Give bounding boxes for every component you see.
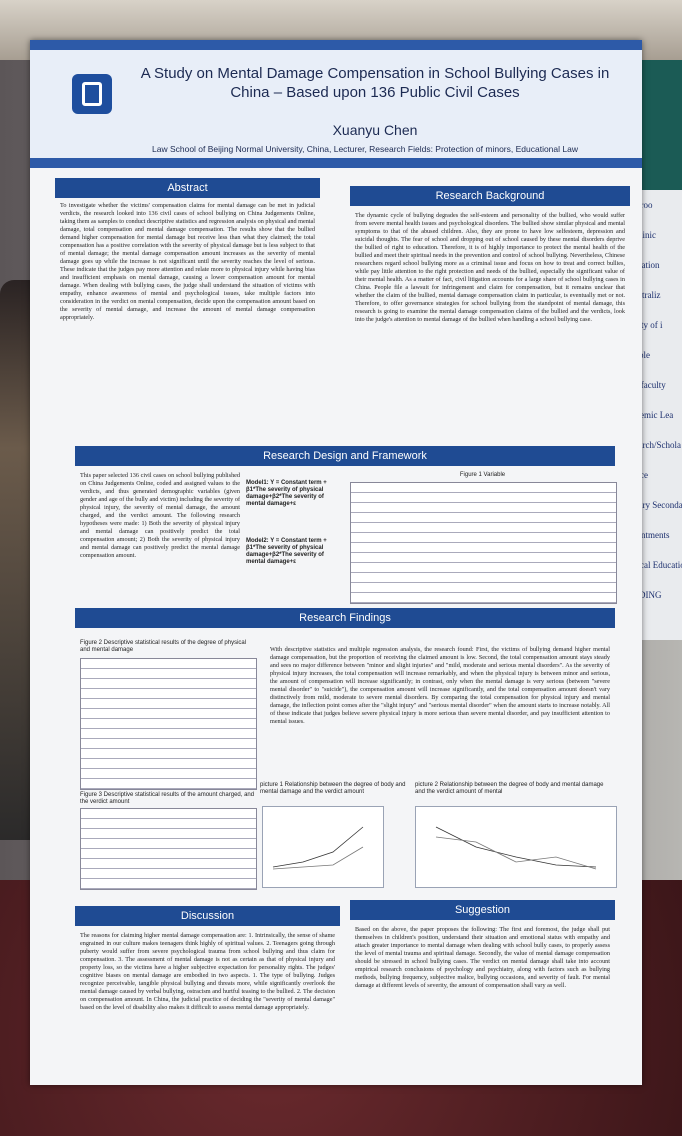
person — [0, 280, 34, 840]
side-poster-text: Research/Schola — [621, 440, 681, 450]
poster-affiliation: Law School of Beijing Normal University,… — [152, 144, 578, 154]
poster: A Study on Mental Damage Compensation in… — [30, 40, 642, 1085]
section-heading: Abstract — [55, 178, 320, 198]
poster-header — [30, 40, 642, 168]
figure-table — [80, 808, 257, 890]
side-poster-text: Medical Education — [621, 560, 682, 570]
plot-line — [435, 826, 597, 868]
figure-table — [80, 658, 257, 790]
figure-caption: Figure 3 Descriptive statistical results… — [80, 792, 255, 805]
plot-lines — [272, 826, 364, 870]
section-text: Based on the above, the paper proposes t… — [355, 926, 610, 989]
section-heading: Research Design and Framework — [75, 446, 615, 466]
section-text: This paper selected 136 civil cases on s… — [80, 472, 240, 559]
figure-plot — [415, 806, 617, 888]
figure-table — [350, 482, 617, 604]
figure-caption: Figure 1 Variable — [459, 472, 506, 478]
section-text: The dynamic cycle of bullying degrades t… — [355, 212, 625, 323]
figure-plot — [262, 806, 384, 888]
side-poster-text: appointments — [621, 530, 670, 540]
model: Model2: Y = Constant term + β1*The sever… — [246, 538, 327, 565]
model: Model1: Y = Constant term + β1*The sever… — [246, 480, 327, 507]
section-heading: Suggestion — [350, 900, 615, 920]
section-text: To investigate whether the victims' comp… — [60, 202, 315, 321]
side-poster-text: Core faculty — [621, 380, 666, 390]
poster-title: A Study on Mental Damage Compensation in… — [140, 65, 610, 101]
poster-author: Xuanyu Chen — [332, 122, 418, 138]
section-heading: Research Background — [350, 186, 630, 206]
figure-caption: picture 1 Relationship between the degre… — [260, 782, 406, 795]
section-heading: Research Findings — [75, 608, 615, 628]
plot-line — [272, 846, 364, 870]
plot-line — [435, 836, 597, 870]
figure-caption: picture 2 Relationship between the degre… — [415, 782, 604, 795]
figure-caption: Figure 2 Descriptive statistical results… — [80, 640, 247, 653]
section-heading: Discussion — [75, 906, 340, 926]
plot-lines — [435, 826, 597, 870]
plot-line — [272, 826, 364, 868]
side-poster-text: Primary Secondar — [621, 500, 682, 510]
logo — [72, 74, 112, 114]
side-poster-text: Academic Lea — [621, 410, 674, 420]
section-text: The reasons for claiming higher mental d… — [80, 932, 335, 1011]
section-text: With descriptive statistics and multiple… — [270, 646, 610, 725]
